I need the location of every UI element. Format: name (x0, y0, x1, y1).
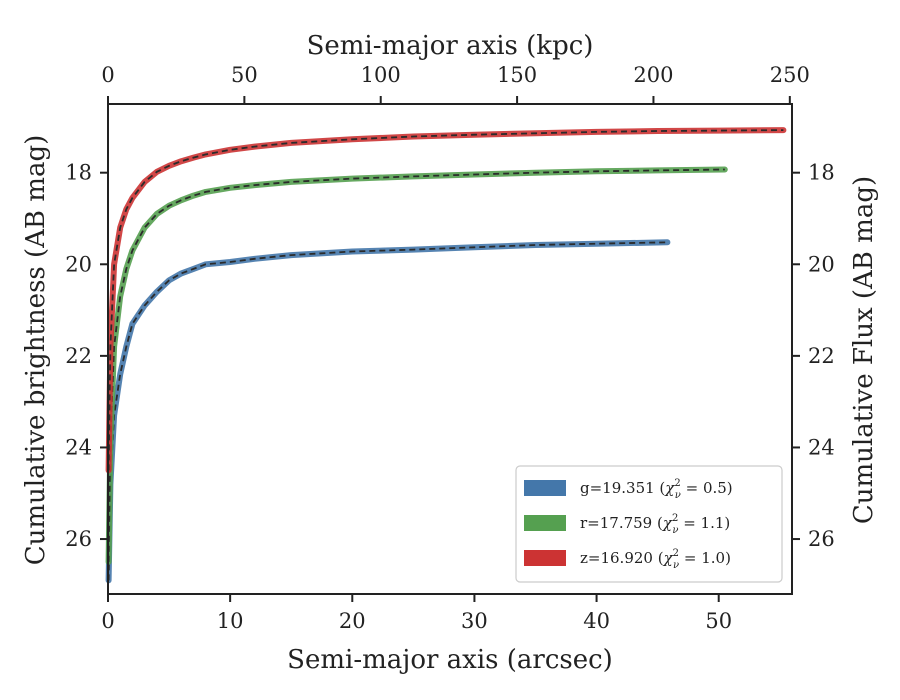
y-tick-label-right: 20 (808, 252, 835, 276)
legend-swatch-z (524, 550, 566, 566)
y-tick-label-left: 18 (65, 161, 92, 185)
x-tick-label-top: 100 (361, 63, 401, 87)
x-tick-label-bottom: 30 (461, 609, 488, 633)
x-axis-label-top: Semi-major axis (kpc) (307, 31, 594, 61)
y-tick-label-right: 22 (808, 344, 835, 368)
x-tick-label-bottom: 10 (217, 609, 244, 633)
legend: g=19.351 (χ2 ν = 0.5) r=17.759 (χ2 ν = 1.1)… (515, 465, 783, 583)
legend-label-r: r=17.759 (χ2 ν = 1.1) (580, 513, 730, 536)
plot-frame (107, 103, 793, 595)
x-tick-label-top: 50 (231, 63, 258, 87)
legend-label-z: z=16.920 (χ2 ν = 1.0) (580, 548, 731, 571)
x-tick-label-bottom: 0 (101, 609, 114, 633)
x-tick-label-bottom: 40 (583, 609, 610, 633)
series-band-z (105, 127, 787, 474)
x-tick-label-bottom: 50 (705, 609, 732, 633)
y-tick-label-left: 20 (65, 252, 92, 276)
x-tick-label-bottom: 20 (339, 609, 366, 633)
x-tick-label-top: 150 (497, 63, 537, 87)
y-tick-label-left: 24 (65, 435, 92, 459)
y-tick-label-left: 22 (65, 344, 92, 368)
series-model-r (107, 168, 725, 562)
legend-swatch-r (524, 515, 566, 531)
legend-swatch-g (524, 480, 566, 496)
y-tick-label-right: 26 (808, 527, 835, 551)
series-model-z (107, 129, 784, 471)
y-tick-label-right: 24 (808, 435, 835, 459)
x-tick-label-top: 250 (770, 63, 810, 87)
y-tick-label-right: 18 (808, 161, 835, 185)
y-axis-label-left: Cumulative brightness (AB mag) (21, 135, 51, 566)
y-tick-label-left: 26 (65, 527, 92, 551)
legend-box (515, 465, 783, 583)
x-axis-label-bottom: Semi-major axis (arcsec) (287, 645, 613, 675)
x-tick-label-top: 200 (633, 63, 673, 87)
x-tick-label-top: 0 (101, 63, 114, 87)
legend-label-g: g=19.351 (χ2 ν = 0.5) (580, 478, 733, 501)
series-model-g (107, 241, 668, 581)
axes-layer: 0 10 20 30 40 50 0 50 100 150 200 250 18 18 20 20 22 22 24… (65, 63, 834, 633)
series-layer (105, 127, 787, 584)
y-axis-label-right: Cumulative Flux (AB mag) (849, 176, 879, 524)
